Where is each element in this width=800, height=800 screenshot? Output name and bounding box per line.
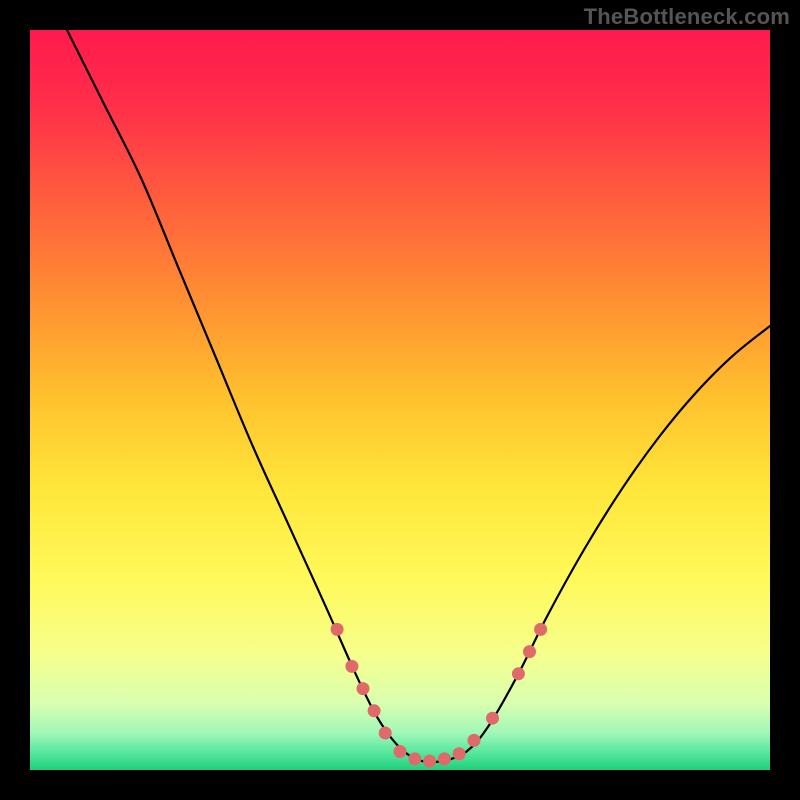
plot-area <box>30 30 770 770</box>
data-marker <box>394 745 407 758</box>
data-marker <box>534 623 547 636</box>
data-marker <box>468 734 481 747</box>
data-marker <box>486 712 499 725</box>
data-marker <box>512 667 525 680</box>
data-marker <box>331 623 344 636</box>
data-marker <box>453 747 466 760</box>
data-marker <box>423 755 436 768</box>
data-marker <box>357 682 370 695</box>
data-marker <box>523 645 536 658</box>
chart-frame: TheBottleneck.com <box>0 0 800 800</box>
data-marker <box>438 752 451 765</box>
data-marker <box>368 704 381 717</box>
data-marker <box>345 660 358 673</box>
chart-svg <box>30 30 770 770</box>
data-marker <box>408 752 421 765</box>
chart-background <box>30 30 770 770</box>
watermark-text: TheBottleneck.com <box>584 4 790 30</box>
data-marker <box>379 727 392 740</box>
